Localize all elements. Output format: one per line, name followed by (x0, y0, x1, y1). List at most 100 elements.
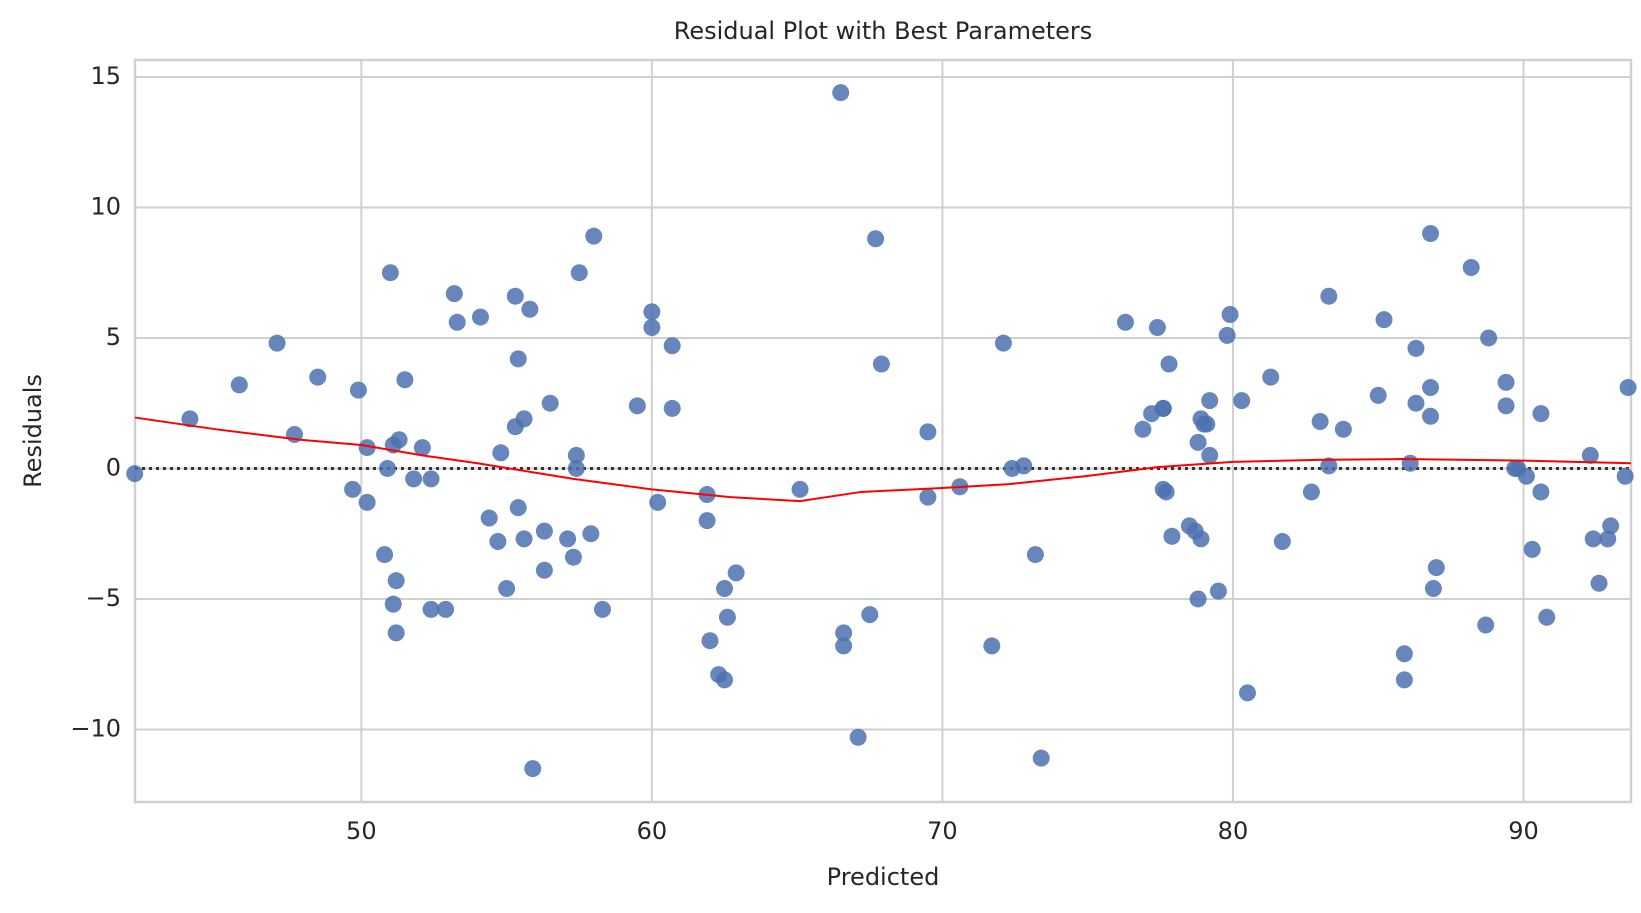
point (1427, 559, 1445, 577)
y-tick-label: −10 (70, 714, 121, 742)
point (381, 264, 399, 282)
point (983, 637, 1001, 655)
point (1517, 467, 1535, 485)
point (1422, 379, 1440, 397)
point (1407, 339, 1425, 357)
point (1538, 608, 1556, 626)
point (716, 580, 734, 598)
point (1497, 397, 1515, 415)
x-tick-label: 80 (1218, 817, 1249, 845)
point (498, 580, 516, 598)
point (541, 394, 559, 412)
point (1616, 467, 1634, 485)
point (509, 499, 527, 517)
point (570, 264, 588, 282)
point (1602, 517, 1620, 535)
plot-frame (133, 58, 1633, 804)
point (1026, 546, 1044, 564)
point (1462, 258, 1480, 276)
y-axis-label: Residuals (19, 374, 47, 488)
point (791, 480, 809, 498)
point (1480, 329, 1498, 347)
point (567, 459, 585, 477)
point (649, 493, 667, 511)
point (422, 600, 440, 618)
point (567, 446, 585, 464)
point (867, 230, 885, 248)
point (387, 624, 405, 642)
point (593, 600, 611, 618)
point (413, 439, 431, 457)
point (564, 548, 582, 566)
point (387, 572, 405, 590)
point (1477, 616, 1495, 634)
point (1320, 457, 1338, 475)
point (524, 760, 542, 778)
point (643, 319, 661, 337)
point (405, 470, 423, 488)
point (384, 595, 402, 613)
point (849, 728, 867, 746)
point (1157, 483, 1175, 501)
point (1032, 749, 1050, 767)
point (698, 512, 716, 530)
point (358, 493, 376, 511)
point (376, 546, 394, 564)
point (1233, 392, 1251, 410)
point (349, 381, 367, 399)
point (181, 410, 199, 428)
point (396, 371, 414, 389)
point (1198, 415, 1216, 433)
point (1523, 540, 1541, 558)
point (515, 530, 533, 548)
point (861, 606, 879, 624)
point (1163, 527, 1181, 545)
point (535, 522, 553, 540)
point (230, 376, 248, 394)
point (1334, 420, 1352, 438)
point (1532, 483, 1550, 501)
x-tick-label: 50 (346, 817, 377, 845)
point (1497, 373, 1515, 391)
point (716, 671, 734, 689)
point (835, 637, 853, 655)
point (126, 465, 144, 483)
point (492, 444, 510, 462)
x-tick-label: 90 (1508, 817, 1539, 845)
point (1532, 405, 1550, 423)
point (1422, 407, 1440, 425)
point (1218, 326, 1236, 344)
x-tick-label: 60 (637, 817, 668, 845)
point (448, 313, 466, 331)
point (1311, 412, 1329, 430)
point (1201, 446, 1219, 464)
x-axis-label: Predicted (827, 863, 940, 891)
point (872, 355, 890, 373)
point (1273, 533, 1291, 551)
point (919, 423, 937, 441)
point (1189, 590, 1207, 608)
point (994, 334, 1012, 352)
point (390, 431, 408, 449)
trend-line (134, 416, 1632, 503)
point (358, 439, 376, 457)
point (1134, 420, 1152, 438)
point (521, 300, 539, 318)
point (832, 84, 850, 102)
point (1375, 311, 1393, 329)
point (1189, 433, 1207, 451)
point (1160, 355, 1178, 373)
point (535, 561, 553, 579)
point (1209, 582, 1227, 600)
point (437, 600, 455, 618)
point (1407, 394, 1425, 412)
point (1422, 225, 1440, 243)
point (489, 533, 507, 551)
point (309, 368, 327, 386)
point (268, 334, 286, 352)
point (1599, 530, 1617, 548)
point (1201, 392, 1219, 410)
point (1302, 483, 1320, 501)
point (1154, 399, 1172, 417)
